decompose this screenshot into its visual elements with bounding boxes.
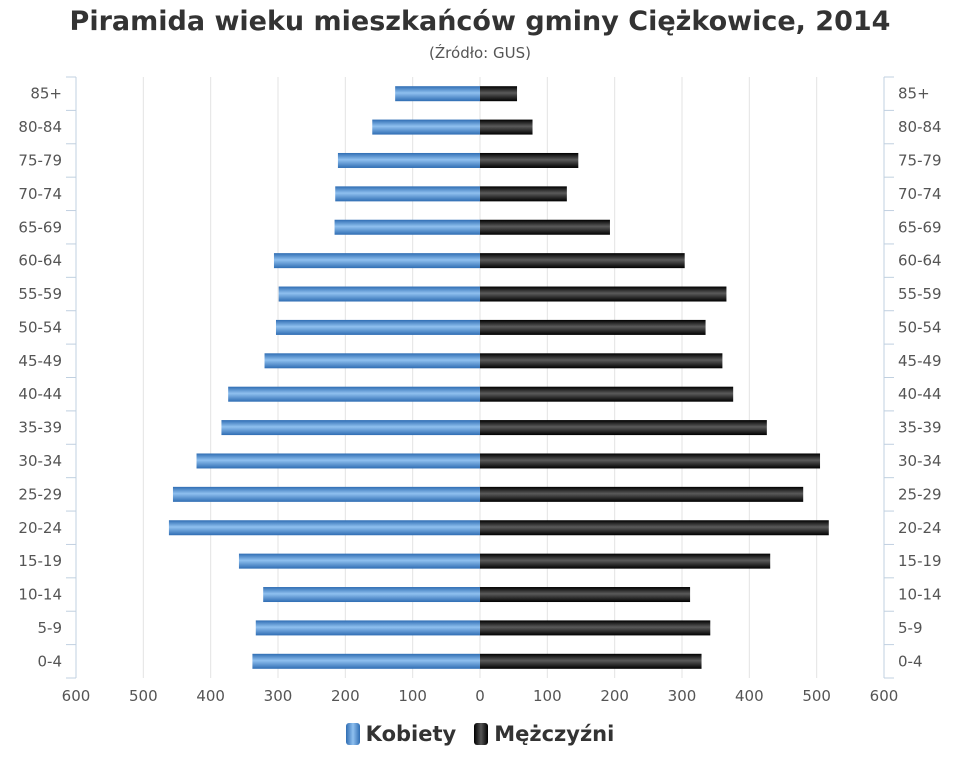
legend-label-men: Mężczyźni: [494, 722, 615, 746]
y-tick-label-right: 65-69: [898, 218, 942, 236]
bar-men-20-24[interactable]: [480, 520, 829, 536]
legend-label-women: Kobiety: [365, 722, 457, 746]
y-tick-label-right: 15-19: [898, 552, 942, 570]
x-tick-label: 400: [735, 687, 764, 705]
bar-women-65-69[interactable]: [334, 219, 480, 235]
bar-men-25-29[interactable]: [480, 486, 804, 502]
y-tick-label-left: 30-34: [18, 452, 62, 470]
y-tick-label-right: 0-4: [898, 652, 923, 670]
bar-women-15-19[interactable]: [238, 553, 480, 569]
bar-women-40-44[interactable]: [228, 386, 480, 402]
y-tick-label-right: 20-24: [898, 519, 942, 537]
x-tick-label: 600: [62, 687, 91, 705]
y-tick-label-left: 10-14: [18, 586, 62, 604]
bar-men-45-49[interactable]: [480, 353, 723, 369]
y-tick-label-left: 80-84: [18, 118, 62, 136]
x-tick-label: 600: [870, 687, 899, 705]
bars-layer: [168, 86, 829, 669]
bar-women-35-39[interactable]: [221, 420, 480, 436]
legend: Kobiety Mężczyźni: [0, 722, 960, 746]
bar-men-50-54[interactable]: [480, 319, 706, 335]
bar-men-40-44[interactable]: [480, 386, 734, 402]
y-tick-label-right: 60-64: [898, 252, 942, 270]
bar-men-60-64[interactable]: [480, 253, 685, 269]
legend-swatch-men: [474, 723, 489, 745]
y-tick-label-right: 25-29: [898, 485, 942, 503]
bar-women-5-9[interactable]: [255, 620, 480, 636]
bar-women-75-79[interactable]: [337, 152, 480, 168]
x-tick-label: 200: [331, 687, 360, 705]
bar-women-20-24[interactable]: [168, 520, 481, 536]
x-tick-label: 400: [196, 687, 225, 705]
y-tick-label-right: 80-84: [898, 118, 942, 136]
y-tick-label-left: 40-44: [18, 385, 62, 403]
y-tick-label-right: 85+: [898, 85, 930, 103]
y-tick-label-right: 10-14: [898, 586, 942, 604]
legend-item-men[interactable]: Mężczyźni: [474, 722, 614, 746]
bar-men-65-69[interactable]: [480, 219, 610, 235]
bar-women-30-34[interactable]: [196, 453, 480, 469]
x-tick-label: 200: [600, 687, 629, 705]
x-tick-label: 100: [398, 687, 427, 705]
bar-women-25-29[interactable]: [172, 486, 480, 502]
y-tick-label-left: 55-59: [18, 285, 62, 303]
bar-women-50-54[interactable]: [275, 319, 480, 335]
y-tick-label-left: 60-64: [18, 252, 62, 270]
legend-item-women[interactable]: Kobiety: [345, 722, 457, 746]
bar-men-85+[interactable]: [480, 86, 518, 102]
bar-women-45-49[interactable]: [264, 353, 480, 369]
y-tick-label-left: 15-19: [18, 552, 62, 570]
y-tick-label-right: 55-59: [898, 285, 942, 303]
x-tick-label: 500: [802, 687, 831, 705]
y-tick-label-left: 5-9: [38, 619, 63, 637]
y-tick-label-left: 50-54: [18, 318, 62, 336]
y-tick-label-left: 35-39: [18, 419, 62, 437]
bar-men-75-79[interactable]: [480, 152, 579, 168]
chart-subtitle: (Źródło: GUS): [429, 44, 531, 62]
bar-women-55-59[interactable]: [278, 286, 480, 302]
x-tick-label: 0: [475, 687, 485, 705]
y-tick-label-right: 40-44: [898, 385, 942, 403]
x-tick-label: 100: [533, 687, 562, 705]
bar-men-70-74[interactable]: [480, 186, 567, 202]
x-tick-label: 300: [264, 687, 293, 705]
bar-men-30-34[interactable]: [480, 453, 821, 469]
y-tick-label-left: 70-74: [18, 185, 62, 203]
y-tick-label-left: 85+: [30, 85, 62, 103]
x-tick-label: 300: [668, 687, 697, 705]
bar-men-0-4[interactable]: [480, 653, 702, 669]
bar-women-70-74[interactable]: [335, 186, 480, 202]
bar-men-5-9[interactable]: [480, 620, 711, 636]
y-tick-label-left: 25-29: [18, 485, 62, 503]
bar-men-35-39[interactable]: [480, 420, 767, 436]
y-tick-label-right: 75-79: [898, 151, 942, 169]
label-layer: 85+ 85+ 80-84 80-84 75-79 75-79 70-74 70-74 65-6…: [18, 85, 941, 705]
y-tick-label-right: 30-34: [898, 452, 942, 470]
bar-women-80-84[interactable]: [372, 119, 480, 135]
y-tick-label-left: 65-69: [18, 218, 62, 236]
bar-men-10-14[interactable]: [480, 587, 691, 603]
bar-women-0-4[interactable]: [252, 653, 480, 669]
y-tick-label-left: 75-79: [18, 151, 62, 169]
y-tick-label-left: 20-24: [18, 519, 62, 537]
y-tick-label-right: 45-49: [898, 352, 942, 370]
y-tick-label-right: 5-9: [898, 619, 923, 637]
y-tick-label-right: 50-54: [898, 318, 942, 336]
bar-women-60-64[interactable]: [273, 253, 480, 269]
x-tick-label: 500: [129, 687, 158, 705]
bar-men-15-19[interactable]: [480, 553, 771, 569]
axis-layer: [66, 76, 894, 679]
y-tick-label-right: 35-39: [898, 419, 942, 437]
legend-swatch-women: [345, 723, 360, 745]
bar-women-85+[interactable]: [395, 86, 480, 102]
bar-women-10-14[interactable]: [263, 587, 480, 603]
bar-men-80-84[interactable]: [480, 119, 533, 135]
chart-title: Piramida wieku mieszkańców gminy Ciężkow…: [69, 6, 891, 37]
y-tick-label-left: 45-49: [18, 352, 62, 370]
y-tick-label-left: 0-4: [38, 652, 63, 670]
bar-men-55-59[interactable]: [480, 286, 727, 302]
y-tick-label-right: 70-74: [898, 185, 942, 203]
